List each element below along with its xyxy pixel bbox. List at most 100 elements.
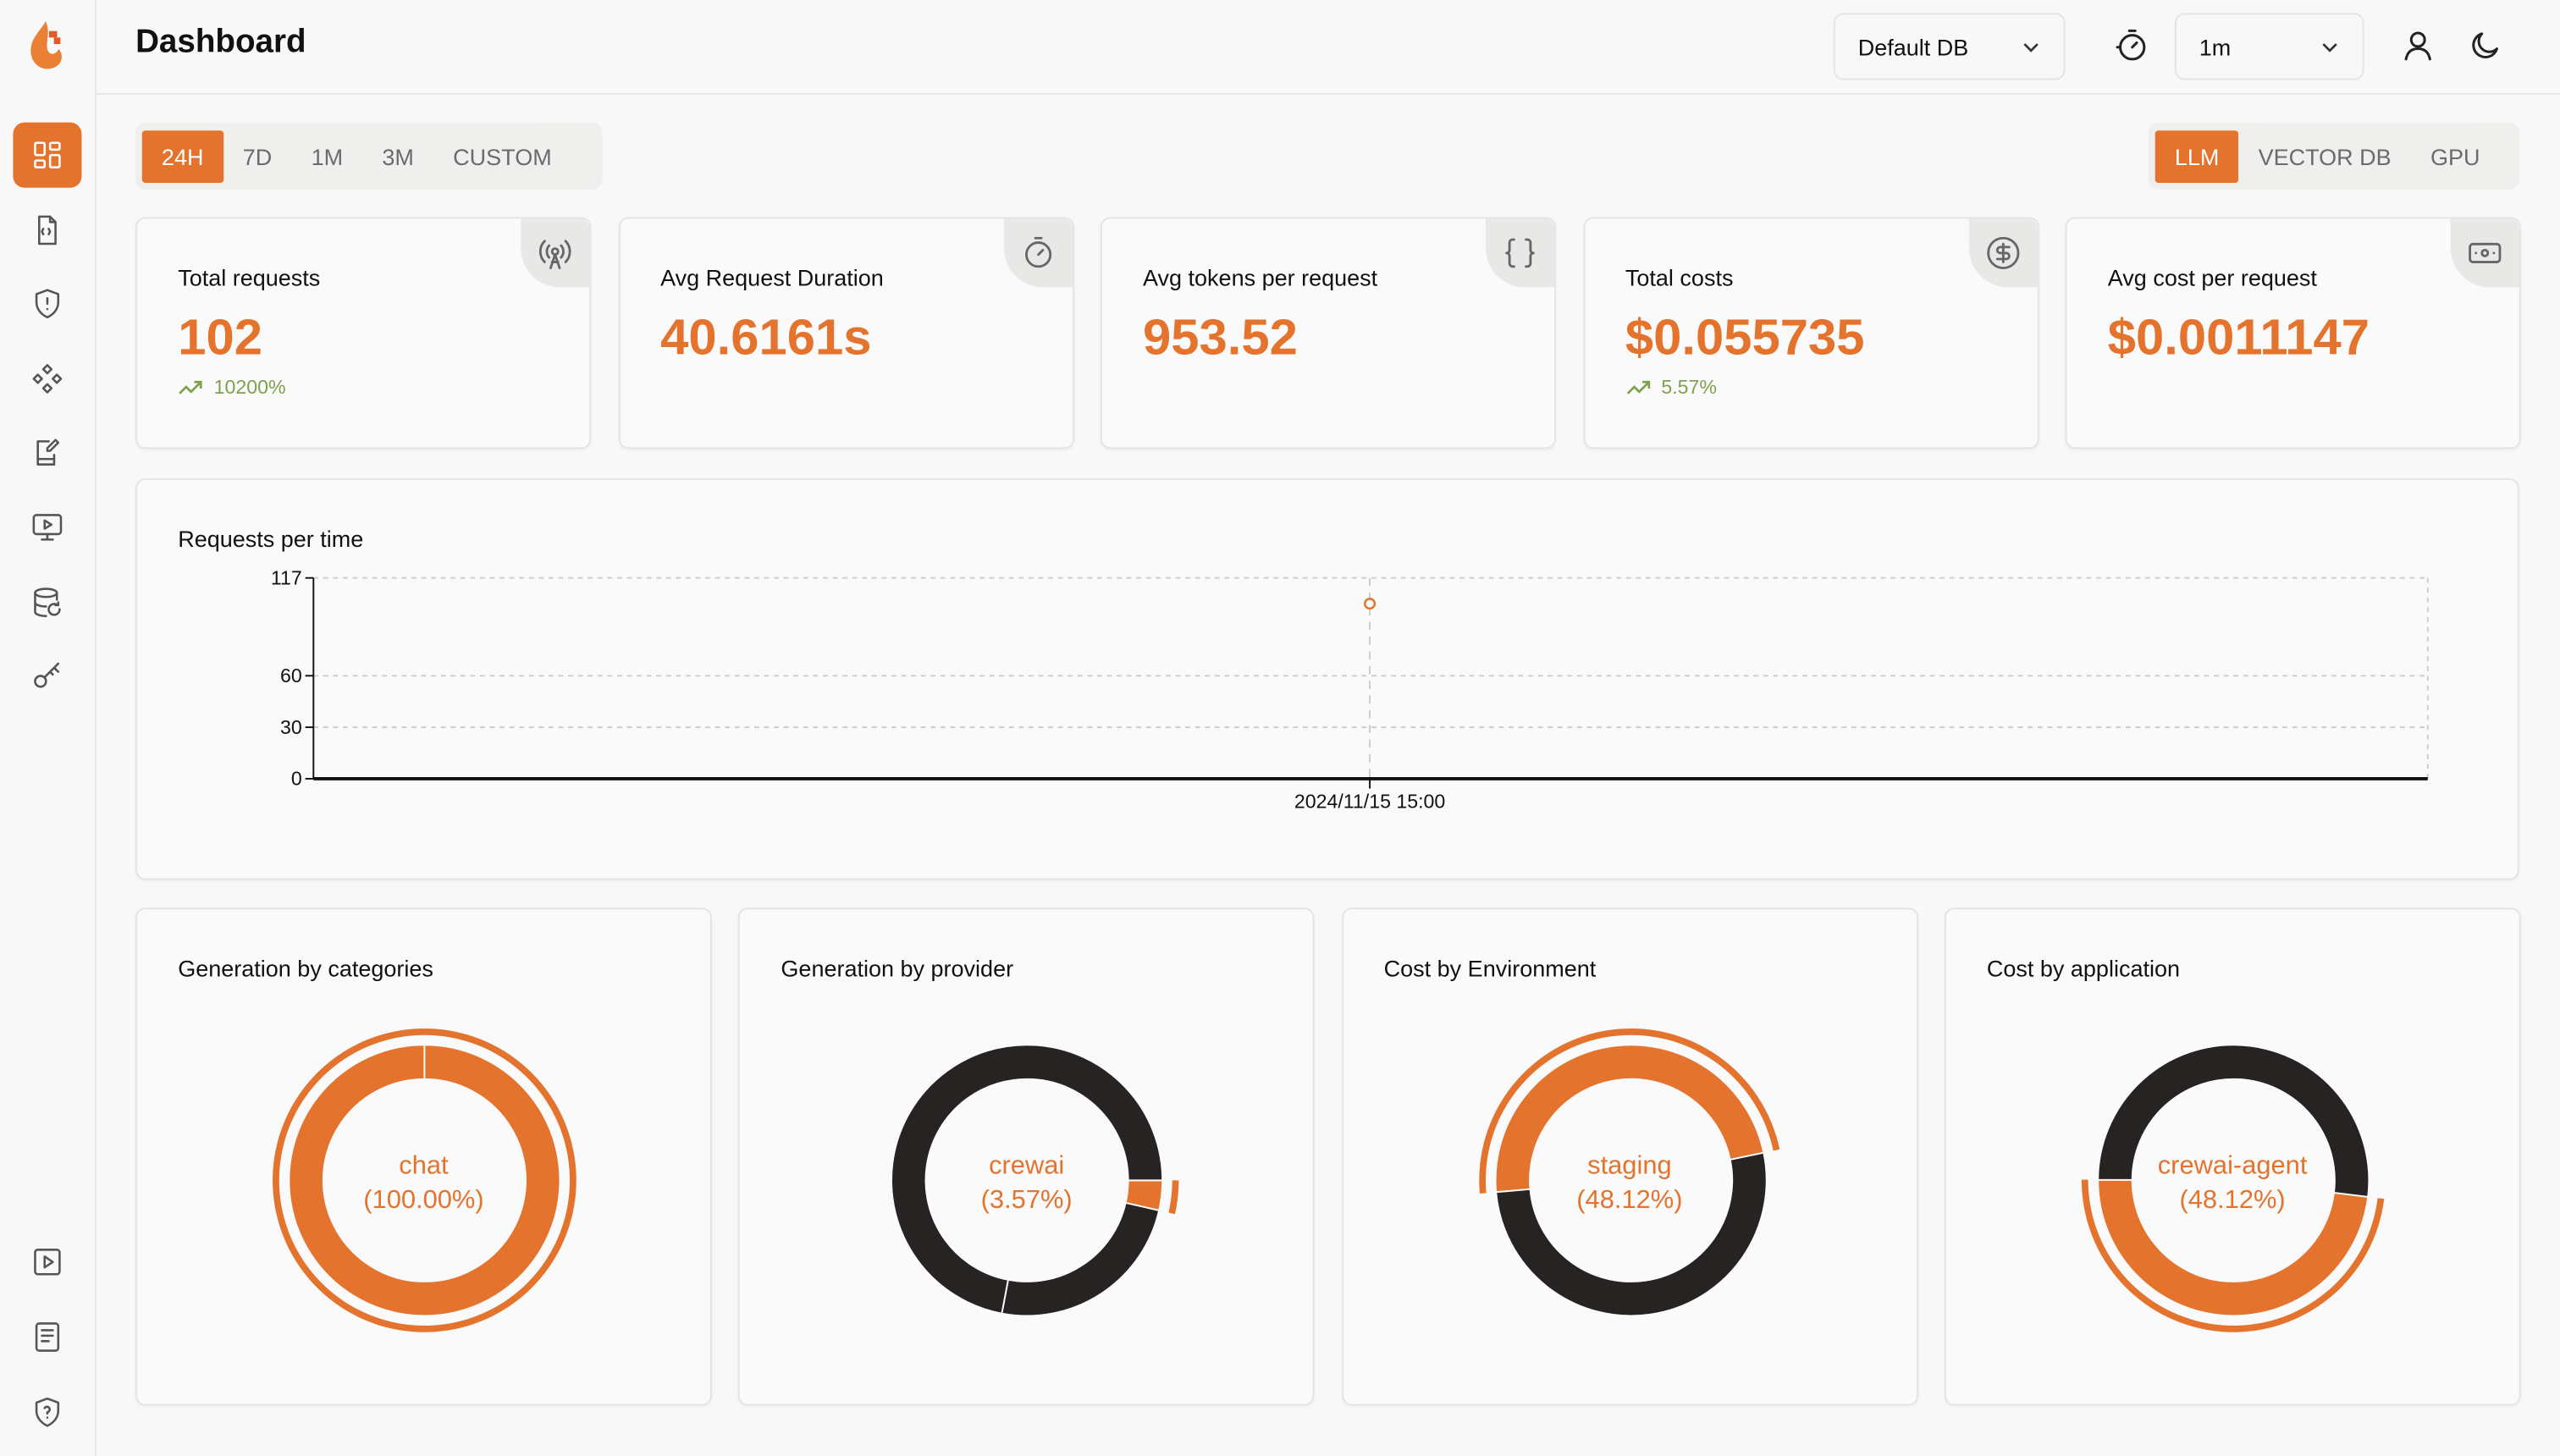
dollar-circle-icon xyxy=(1967,218,2037,288)
donut-chart xyxy=(1478,1028,1779,1317)
stat-delta: 10200% xyxy=(178,375,286,399)
stat-label: Total requests xyxy=(178,264,321,291)
donut-card-cost-by-environment: Cost by Environment staging (48.12%) xyxy=(1341,907,1918,1406)
stopwatch-icon xyxy=(1003,218,1073,288)
stat-card-total-requests: Total requests 102 10200% xyxy=(135,217,592,449)
sidebar-item-monitor-play[interactable] xyxy=(13,494,81,560)
components-icon xyxy=(32,363,63,394)
database-select[interactable]: Default DB xyxy=(1833,13,2066,80)
braces-icon xyxy=(1485,218,1554,288)
stat-value: 40.6161s xyxy=(660,308,872,366)
time-range-tabs: 24H 7D 1M 3M CUSTOM xyxy=(135,122,603,190)
sidebar-item-document[interactable] xyxy=(13,1304,81,1370)
donut-chart xyxy=(273,1028,577,1332)
type-tab-vector-db[interactable]: VECTOR DB xyxy=(2258,142,2392,169)
database-refresh-icon xyxy=(34,587,61,617)
donut-slice[interactable] xyxy=(1493,1044,1764,1194)
chevron-down-icon xyxy=(2023,42,2039,52)
document-icon xyxy=(35,1322,60,1352)
donut-card-generation-by-categories: Generation by categories chat (100.00%) xyxy=(135,907,712,1406)
time-tab-7d[interactable]: 7D xyxy=(242,142,273,169)
chart-title: Generation by provider xyxy=(781,955,1014,982)
sidebar-item-dashboard-grid[interactable] xyxy=(13,122,82,188)
donut-center-label: staging xyxy=(1587,1152,1672,1181)
sidebar-item-play-square[interactable] xyxy=(13,1229,81,1294)
x-tick-label: 2024/11/15 15:00 xyxy=(1294,791,1445,813)
chart-title: Cost by Environment xyxy=(1383,955,1597,982)
donut-center-value: (100.00%) xyxy=(363,1187,484,1215)
donut-center-value: (3.57%) xyxy=(980,1187,1073,1215)
donut-center-label: chat xyxy=(399,1152,449,1181)
key-icon xyxy=(34,663,60,688)
donut-slice[interactable] xyxy=(2097,1178,2370,1317)
user-icon[interactable] xyxy=(2400,28,2436,72)
chart-title: Generation by categories xyxy=(178,955,433,982)
refresh-interval-select[interactable]: 1m xyxy=(2174,13,2364,80)
donut-chart xyxy=(891,1044,1180,1317)
donut-slice[interactable] xyxy=(1001,1201,1161,1317)
sidebar-item-notebook-pen[interactable] xyxy=(13,420,81,485)
flame-logo[interactable] xyxy=(26,19,69,80)
stat-value: 102 xyxy=(178,308,262,366)
donut-center-value: (48.12%) xyxy=(2179,1187,2286,1215)
donut-slice[interactable] xyxy=(2097,1044,2370,1198)
page-title: Dashboard xyxy=(135,24,306,61)
sidebar-item-code-file[interactable] xyxy=(13,197,81,262)
top-header xyxy=(96,0,2560,95)
stat-label: Avg cost per request xyxy=(2107,264,2317,291)
stat-delta-value: 5.57% xyxy=(1661,375,1717,399)
dashboard-grid-icon xyxy=(34,141,61,168)
y-tick-label: 60 xyxy=(280,665,302,687)
donut-slice[interactable] xyxy=(891,1044,1164,1315)
stat-card-avg-cost-per-request: Avg cost per request $0.0011147 xyxy=(2065,217,2521,449)
stat-delta-value: 10200% xyxy=(213,375,286,399)
timer-refresh-icon[interactable] xyxy=(2114,28,2149,72)
y-tick-label: 117 xyxy=(271,566,302,588)
type-tab-llm[interactable]: LLM xyxy=(2154,130,2239,183)
y-tick-label: 0 xyxy=(291,768,302,790)
stat-card-total-costs: Total costs $0.055735 5.57% xyxy=(1582,217,2039,449)
stat-delta: 5.57% xyxy=(1625,376,1717,399)
refresh-interval-value: 1m xyxy=(2199,33,2232,60)
sidebar-item-shield-alert[interactable] xyxy=(13,272,81,337)
donut-card-generation-by-provider: Generation by provider crewai (3.57%) xyxy=(738,907,1316,1406)
chevron-down-icon xyxy=(2322,42,2337,52)
stat-label: Avg Request Duration xyxy=(660,264,884,291)
donut-chart xyxy=(2081,1044,2385,1332)
chart-title: Cost by application xyxy=(1986,955,2181,982)
sidebar-item-key[interactable] xyxy=(13,643,81,709)
chart-title: Requests per time xyxy=(178,525,364,552)
sidebar-item-database-refresh[interactable] xyxy=(13,569,81,634)
y-tick-label: 30 xyxy=(280,716,302,738)
sidebar-item-shield-question[interactable] xyxy=(13,1380,81,1445)
donut-slice[interactable] xyxy=(1494,1151,1767,1317)
sidebar xyxy=(0,0,97,1456)
notebook-pen-icon xyxy=(36,439,60,466)
shield-alert-icon xyxy=(35,289,60,319)
banknote-icon xyxy=(2450,218,2519,288)
data-point xyxy=(1364,598,1377,610)
requests-line-chart: 0 30 60 117 2024/11/15 15:00 xyxy=(271,566,2429,813)
broadcast-tower-icon xyxy=(521,218,590,288)
type-tabs: LLM VECTOR DB GPU xyxy=(2148,122,2519,190)
database-select-value: Default DB xyxy=(1857,33,1969,60)
sidebar-item-components[interactable] xyxy=(13,345,81,411)
stat-value: $0.0011147 xyxy=(2107,308,2370,366)
monitor-play-icon xyxy=(32,514,63,541)
time-tab-3m[interactable]: 3M xyxy=(382,142,414,169)
code-file-icon xyxy=(37,214,57,245)
donut-card-cost-by-application: Cost by application crewai-agent (48.12%… xyxy=(1944,907,2521,1406)
donut-slice-highlight xyxy=(1168,1180,1180,1215)
donut-slice[interactable] xyxy=(288,1044,561,1317)
time-tab-1m[interactable]: 1M xyxy=(311,142,344,169)
play-square-icon xyxy=(34,1249,61,1276)
type-tab-gpu[interactable]: GPU xyxy=(2430,142,2480,169)
time-tab-custom[interactable]: CUSTOM xyxy=(453,142,552,169)
time-tab-24h[interactable]: 24H xyxy=(141,130,223,183)
shield-question-icon xyxy=(35,1397,60,1427)
moon-icon[interactable] xyxy=(2467,28,2502,72)
trending-up-icon xyxy=(179,380,202,394)
stat-card-avg-tokens-per-request: Avg tokens per request 953.52 xyxy=(1100,217,1556,449)
stat-value: 953.52 xyxy=(1142,308,1298,366)
stat-card-avg-request-duration: Avg Request Duration 40.6161s xyxy=(617,217,1074,449)
